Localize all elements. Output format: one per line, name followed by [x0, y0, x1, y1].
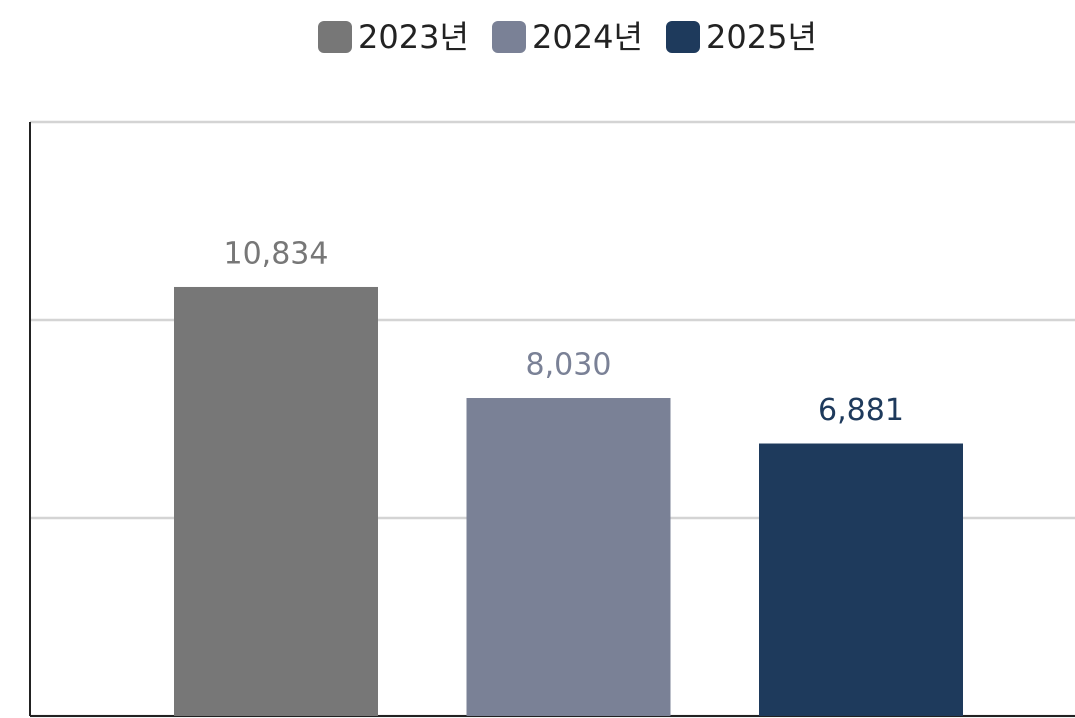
value-label: 10,834: [224, 236, 329, 271]
legend-label: 2023년: [358, 18, 469, 56]
bar: [174, 286, 378, 716]
legend-label: 2024년: [532, 18, 643, 56]
legend-label: 2025년: [706, 18, 817, 56]
legend-swatch: [492, 21, 526, 53]
value-label: 6,881: [818, 393, 904, 428]
legend-swatch: [666, 21, 700, 53]
value-label: 8,030: [526, 348, 612, 383]
legend-swatch: [318, 21, 352, 53]
bar: [466, 398, 671, 716]
bar: [759, 443, 963, 716]
